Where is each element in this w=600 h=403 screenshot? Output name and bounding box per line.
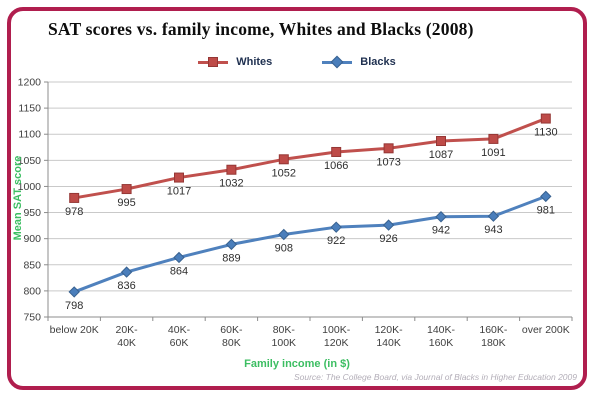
x-category-label: 60K- [220,324,243,336]
x-category-label: 80K- [273,324,296,336]
blacks-data-label: 798 [65,300,83,312]
legend-label-whites: Whites [236,56,273,68]
y-tick-label: 1150 [18,103,41,115]
whites-line-marker-icon [198,57,229,67]
y-tick-label: 950 [23,207,41,219]
blacks-data-label: 922 [327,235,345,247]
blacks-data-marker [278,228,290,241]
whites-data-label: 1087 [429,149,453,161]
blacks-series-line [73,194,547,294]
x-category-label: 180K [481,337,506,349]
whites-data-marker [278,154,289,165]
y-tick-label: 900 [23,233,41,245]
x-category-label: below 20K [50,324,99,336]
x-category-label: 160K [429,337,454,349]
whites-data-label: 978 [65,206,83,218]
x-category-label: 100K- [322,324,351,336]
blacks-line-marker-icon [322,55,353,69]
blacks-data-marker [225,238,238,251]
whites-data-marker [436,136,446,147]
blacks-data-marker [382,219,395,231]
blacks-data-marker [173,251,185,264]
blacks-data-label: 889 [222,252,240,264]
y-tick-label: 1000 [18,181,42,193]
whites-data-marker [226,164,237,175]
whites-data-label: 1032 [219,178,243,190]
whites-data-label: 995 [117,197,135,209]
y-tick-label: 750 [23,312,41,324]
y-tick-label: 850 [23,259,41,271]
source-note: Source: The College Board, via Journal o… [293,372,577,382]
whites-data-marker [488,133,499,144]
whites-data-marker [121,184,132,195]
x-category-label: 100K [272,337,297,349]
blacks-data-label: 836 [117,280,135,292]
blacks-data-marker [68,286,80,298]
blacks-data-marker [540,190,552,203]
x-category-label: 140K [376,337,401,349]
whites-data-label: 1052 [272,167,296,179]
x-category-label: over 200K [522,324,570,336]
legend-label-blacks: Blacks [360,56,396,68]
whites-series-line [73,117,547,200]
blacks-data-label: 943 [484,224,502,236]
whites-data-label: 1091 [481,147,505,159]
blacks-data-marker [487,210,500,222]
x-category-label: 140K- [427,324,456,336]
legend-item-blacks: Blacks [322,55,396,69]
chart-card: 750 800 850 900 950 1000 1050 1100 1150 1200 below… [7,7,587,390]
blacks-data-label: 908 [275,242,293,254]
y-tick-label: 1050 [18,155,42,167]
blacks-data-label: 926 [379,233,397,245]
legend-item-whites: Whites [198,56,272,68]
x-category-label: 120K [324,337,349,349]
x-category-label: 120K- [375,324,404,336]
x-category-label: 40K [117,337,136,349]
x-category-label: 60K [170,337,189,349]
x-category-label: 40K- [168,324,191,336]
blacks-data-label: 981 [537,204,555,216]
blacks-data-label: 942 [432,225,450,237]
y-tick-label: 1100 [18,129,41,141]
x-category-label: 80K [222,337,241,349]
whites-data-marker [69,192,80,203]
y-tick-label: 1200 [18,77,42,89]
whites-data-marker [540,113,551,124]
y-axis-title: Mean SAT score [12,155,24,241]
y-tick-label: 800 [23,285,41,297]
x-category-label: 160K- [479,324,508,336]
whites-data-label: 1130 [534,127,558,139]
whites-data-marker [383,143,394,154]
x-category-label: 20K- [116,324,139,336]
whites-data-marker [331,146,342,157]
blacks-data-marker [330,221,342,233]
legend: Whites Blacks [11,55,583,69]
plot-area: 750 800 850 900 950 1000 1050 1100 1150 1200 below… [18,77,573,349]
blacks-data-label: 864 [170,265,188,277]
whites-data-label: 1073 [376,156,400,168]
blacks-data-marker [435,211,447,223]
whites-data-marker [174,172,184,183]
x-axis-title: Family income (in $) [244,358,350,370]
chart-title: SAT scores vs. family income, Whites and… [48,19,474,39]
whites-data-label: 1066 [324,160,348,172]
blacks-data-marker [120,266,133,278]
whites-data-label: 1017 [167,186,191,198]
